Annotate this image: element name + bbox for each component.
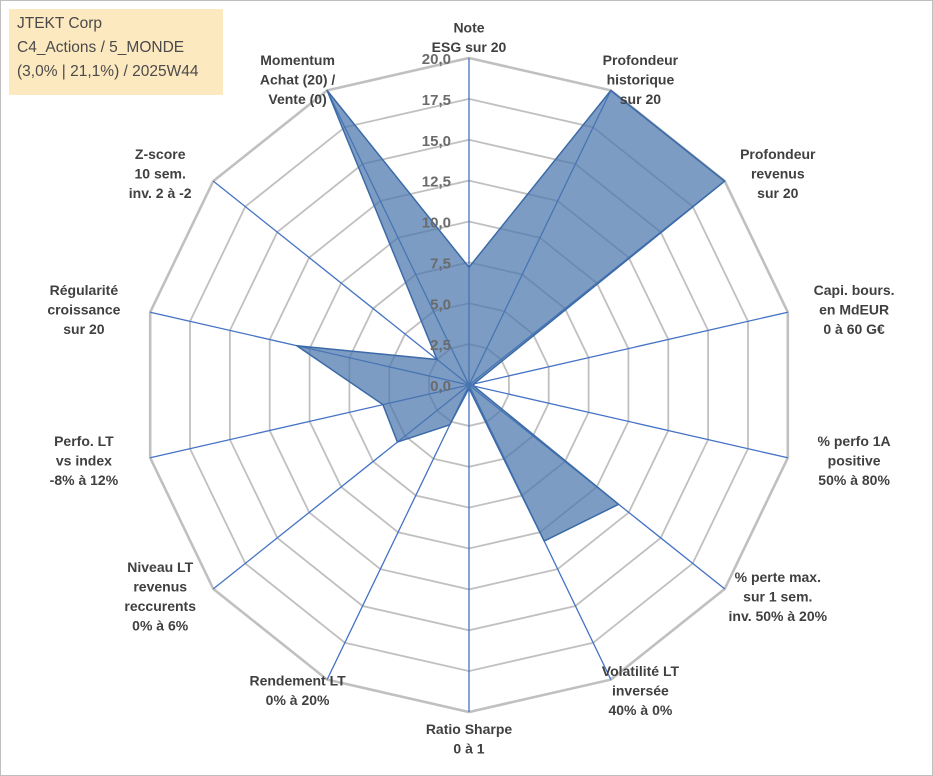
axis-label-line: sur 20 <box>757 185 798 201</box>
axis-label: Volatilité LT inversée 40% à 0% <box>602 663 680 718</box>
axis-spoke <box>468 384 788 459</box>
axis-label-line: Ratio Sharpe <box>426 721 513 737</box>
portfolio-name: C4_Actions / 5_MONDE <box>17 39 185 56</box>
axis-label-line: Momentum <box>260 52 335 68</box>
axis-label-line: Capi. bours. <box>814 282 895 298</box>
axis-label: Profondeur revenus sur 20 <box>740 146 816 201</box>
axis-label-line: Volatilité LT <box>602 663 680 679</box>
axis-label-line: Note <box>453 20 484 36</box>
axis-spoke <box>468 311 788 386</box>
radar-series <box>296 89 726 542</box>
axis-label: Ratio Sharpe 0 à 1 <box>426 721 513 757</box>
axis-label-line: 0% à 20% <box>266 692 330 708</box>
axis-label-line: sur 20 <box>63 321 104 337</box>
axis-label-line: Rendement LT <box>249 673 346 689</box>
axis-label-line: en MdEUR <box>819 302 889 318</box>
axis-label-line: 50% à 80% <box>818 472 890 488</box>
axis-spoke <box>326 384 470 680</box>
axis-label-line: revenus <box>751 166 805 182</box>
axis-label-line: vs index <box>56 452 112 468</box>
axis-label-line: revenus <box>133 579 187 595</box>
radar-tick-labels: 0,0 2,5 5,0 7,5 10,0 12,5 15,0 17,5 20,0 <box>422 51 451 395</box>
axis-label-line: Vente (0) <box>268 91 326 107</box>
axis-label-line: Achat (20) / <box>260 72 336 88</box>
axis-label-line: inv. 2 à -2 <box>129 185 192 201</box>
tick-label: 12,5 <box>422 174 451 191</box>
axis-label-line: Profondeur <box>603 52 679 68</box>
axis-label: Z-score 10 sem. inv. 2 à -2 <box>129 146 192 201</box>
axis-label: % perte max. sur 1 sem. inv. 50% à 20% <box>729 569 828 624</box>
axis-label: Perfo. LT vs index -8% à 12% <box>50 433 119 488</box>
performance-stats: (3,0% | 21,1%) / 2025W44 <box>17 63 199 80</box>
axis-label-line: Régularité <box>50 282 119 298</box>
axis-label-line: 0 à 1 <box>453 741 484 757</box>
axis-label-line: positive <box>828 452 881 468</box>
axis-label-line: 10 sem. <box>135 166 186 182</box>
axis-label: Régularité croissance sur 20 <box>47 282 120 337</box>
series-area <box>296 89 726 542</box>
tick-label: 7,5 <box>430 255 451 272</box>
tick-label: 2,5 <box>430 337 451 354</box>
axis-label-line: % perfo 1A <box>818 433 891 449</box>
axis-label-line: % perte max. <box>735 569 821 585</box>
tick-label: 5,0 <box>430 296 451 313</box>
axis-label-line: Niveau LT <box>127 559 193 575</box>
axis-spoke <box>212 180 470 386</box>
axis-label: Capi. bours. en MdEUR 0 à 60 G€ <box>814 282 895 337</box>
info-box: JTEKT Corp C4_Actions / 5_MONDE (3,0% | … <box>9 9 223 95</box>
axis-label-line: Profondeur <box>740 146 816 162</box>
axis-label-line: croissance <box>47 302 120 318</box>
radar-axis-labels: Note ESG sur 20 Profondeur historique sur 20… <box>47 20 894 757</box>
axis-label: Note ESG sur 20 <box>432 20 507 56</box>
axis-label-line: inversée <box>612 682 669 698</box>
tick-label: 10,0 <box>422 215 451 232</box>
axis-label-line: Perfo. LT <box>54 433 114 449</box>
axis-label: Momentum Achat (20) / Vente (0) <box>260 52 336 107</box>
tick-label: 17,5 <box>422 92 451 109</box>
tick-label: 15,0 <box>422 133 451 150</box>
axis-label-line: 0% à 6% <box>132 618 189 634</box>
axis-label: % perfo 1A positive 50% à 80% <box>818 433 891 488</box>
axis-label-line: reccurents <box>124 598 196 614</box>
axis-label-line: ESG sur 20 <box>432 39 507 55</box>
axis-label-line: 0 à 60 G€ <box>823 321 885 337</box>
axis-label-line: sur 20 <box>620 91 661 107</box>
axis-label: Rendement LT 0% à 20% <box>249 673 346 709</box>
tick-label: 20,0 <box>422 51 451 68</box>
axis-label: Niveau LT revenus reccurents 0% à 6% <box>124 559 196 634</box>
company-name: JTEKT Corp <box>17 15 102 32</box>
axis-label-line: 40% à 0% <box>608 702 672 718</box>
axis-label-line: historique <box>607 72 675 88</box>
tick-label: 0,0 <box>430 378 451 395</box>
axis-label: Profondeur historique sur 20 <box>603 52 679 107</box>
axis-label-line: Z-score <box>135 146 186 162</box>
axis-label-line: inv. 50% à 20% <box>729 608 828 624</box>
axis-label-line: sur 1 sem. <box>743 588 812 604</box>
axis-label-line: -8% à 12% <box>50 472 119 488</box>
